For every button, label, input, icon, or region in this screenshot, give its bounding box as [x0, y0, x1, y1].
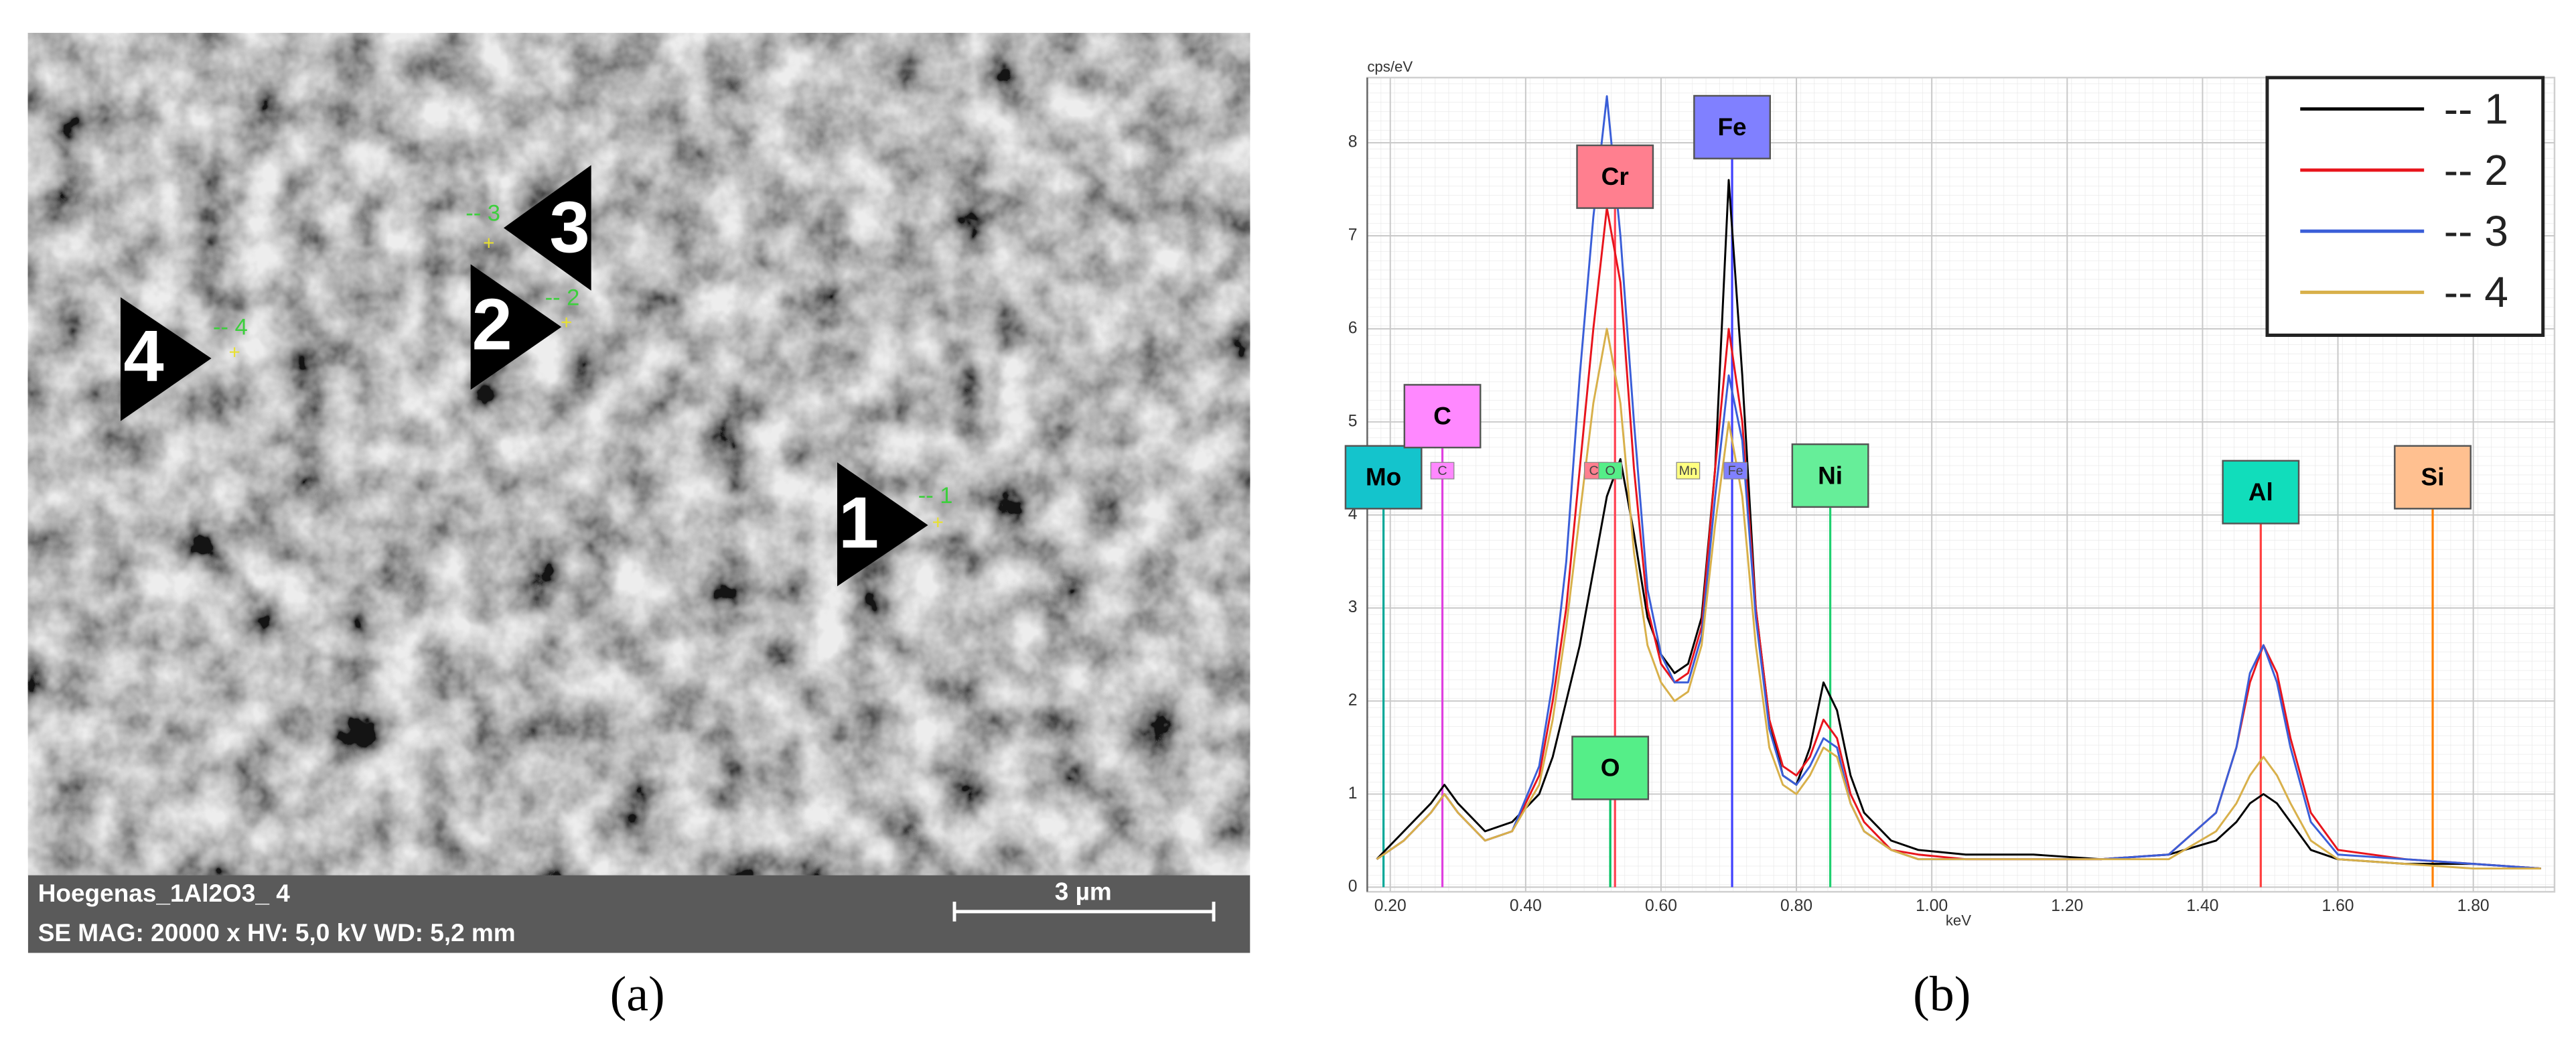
marker-tag: -- 2 [545, 285, 580, 310]
marker-number: 2 [472, 284, 512, 365]
marker-number: 3 [549, 186, 589, 267]
marker-point: + [561, 311, 572, 334]
legend-label: -- 2 [2444, 146, 2508, 194]
element-label: Cr [1601, 163, 1629, 190]
marker-point: + [228, 341, 240, 363]
sem-scale-label: 3 µm [1055, 878, 1112, 906]
y-tick-label: 4 [1348, 505, 1358, 523]
element-box [2394, 445, 2472, 510]
spectrum-line [1376, 206, 2541, 870]
line-tag: Fe [1728, 464, 1743, 478]
line-tag: C [1437, 464, 1447, 478]
caption: (b) [1913, 967, 1971, 1022]
sem-info: SE MAG: 20000 x HV: 5,0 kV WD: 5,2 mm [38, 919, 516, 947]
element-label: C [1433, 403, 1451, 430]
sem-image [27, 33, 1250, 876]
y-tick-label: 1 [1348, 784, 1358, 802]
x-tick-label: 1.00 [1916, 897, 1948, 915]
line-tag-box [1676, 462, 1701, 480]
marker-point: + [932, 511, 944, 533]
legend-label: -- 3 [2444, 207, 2508, 255]
x-tick-label: 0.60 [1645, 897, 1677, 915]
line-tag-box [1430, 462, 1455, 480]
marker-tag: -- 3 [466, 201, 500, 226]
marker: 4 -- 4 + [120, 297, 248, 421]
element-label: Ni [1818, 462, 1843, 489]
line-tag: O [1605, 464, 1615, 478]
element-box [1693, 94, 1771, 159]
sem-sample: Hoegenas_1Al2O3_ 4 [38, 880, 290, 907]
x-tick-label: 0.20 [1374, 897, 1407, 915]
marker-number: 1 [839, 482, 879, 563]
sem-info-bar [27, 875, 1250, 953]
x-tick-label: 0.40 [1510, 897, 1542, 915]
spectrum-line [1376, 328, 2541, 870]
marker-tag: -- 1 [918, 483, 953, 508]
element-label: Al [2248, 478, 2273, 506]
x-tick-label: 1.40 [2186, 897, 2218, 915]
sem-scale-bar [952, 902, 1216, 922]
element-box [1344, 445, 1423, 510]
legend-label: -- 4 [2444, 268, 2508, 316]
y-tick-label: 2 [1348, 691, 1358, 709]
y-tick-label: 0 [1348, 878, 1358, 896]
x-tick-label: 0.80 [1780, 897, 1812, 915]
element-box [2222, 460, 2300, 524]
x-tick-label: 1.20 [2051, 897, 2083, 915]
y-tick-label: 7 [1348, 226, 1358, 244]
y-axis-label: cps/eV [1367, 58, 1413, 75]
element-box [1791, 443, 1869, 508]
y-tick-label: 3 [1348, 598, 1358, 616]
element-box [1576, 144, 1654, 209]
element-label: Si [2421, 464, 2445, 491]
line-tag: Mn [1679, 464, 1697, 478]
x-tick-label: 1.60 [2322, 897, 2354, 915]
sem-panel: Hoegenas_1Al2O3_ 4 SE MAG: 20000 x HV: 5… [27, 33, 1250, 1022]
element-box [1403, 384, 1482, 449]
caption: (a) [610, 967, 665, 1022]
x-tick-label: 1.80 [2457, 897, 2490, 915]
y-tick-label: 6 [1348, 319, 1358, 337]
y-tick-label: 5 [1348, 412, 1358, 430]
x-axis-label: keV [1946, 912, 1971, 929]
marker: 2 -- 2 + [470, 264, 580, 390]
marker-number: 4 [123, 316, 163, 397]
line-tag-box [1723, 462, 1747, 480]
element-label: Mo [1366, 464, 1401, 491]
y-tick-label: 8 [1348, 133, 1358, 151]
element-label: O [1601, 754, 1620, 782]
marker-tag: -- 4 [213, 315, 248, 340]
element-box [1571, 736, 1650, 800]
marker: 1 -- 1 + [837, 462, 953, 587]
spectrum-line [1376, 95, 2541, 870]
element-label: Fe [1717, 113, 1746, 141]
line-tag-box [1598, 462, 1623, 480]
marker: 3 -- 3 + [466, 165, 591, 291]
marker-point: + [483, 232, 494, 255]
legend-label: -- 1 [2444, 85, 2508, 133]
